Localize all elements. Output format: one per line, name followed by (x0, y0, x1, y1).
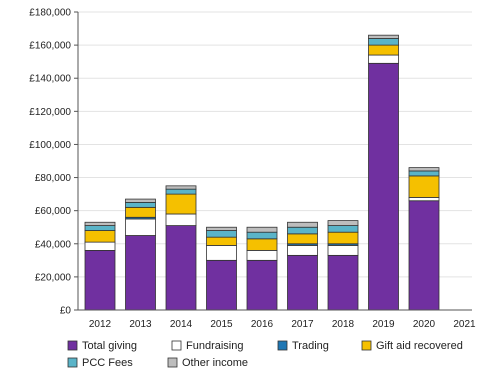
bar-segment (125, 218, 156, 236)
bar-segment (327, 245, 359, 256)
bar-segment (368, 62, 399, 311)
bars (84, 34, 440, 311)
bar-segment (246, 238, 278, 251)
bar-segment (246, 259, 278, 311)
legend-swatch (67, 357, 78, 368)
bar-segment (84, 221, 116, 226)
bar-segment (206, 226, 237, 231)
bar-segment (368, 38, 399, 46)
y-tick-label: £120,000 (29, 107, 71, 118)
legend-swatch (167, 357, 178, 368)
bar-segment (165, 188, 197, 195)
bar-segment (287, 233, 318, 245)
y-tick-label: £0 (60, 306, 72, 317)
legend-label: Fundraising (186, 340, 243, 352)
bar-segment (125, 206, 156, 218)
bar-segment (327, 231, 359, 245)
bar-segment (84, 241, 116, 251)
legend-label: Other income (182, 357, 248, 369)
bar-segment (327, 220, 359, 226)
x-tick-label: 2020 (413, 319, 436, 330)
bar-segment (408, 200, 440, 311)
legend-label: Total giving (82, 340, 137, 352)
bar-segment (246, 231, 278, 240)
bar-segment (165, 225, 197, 311)
x-tick-label: 2019 (372, 319, 395, 330)
bar-segment (206, 245, 237, 261)
legend-swatch (277, 340, 288, 351)
y-tick-label: £180,000 (29, 8, 71, 19)
x-tick-label: 2013 (129, 319, 152, 330)
y-axis: £0 £20,000 £40,000 £60,000 £80,000 £100,000 £1… (29, 8, 79, 317)
x-tick-label: 2016 (251, 319, 274, 330)
bar-segment (206, 236, 237, 246)
bar-segment (368, 44, 399, 56)
legend-label: PCC Fees (82, 357, 133, 369)
bar-segment (125, 198, 156, 203)
bar-segment (84, 230, 116, 243)
legend-swatch (67, 340, 78, 351)
legend-swatch (361, 340, 372, 351)
bar-segment (408, 197, 440, 202)
legend: Total giving Fundraising Trading Gift aid r… (67, 340, 463, 369)
bar-segment (84, 225, 116, 231)
bar-segment (165, 185, 197, 190)
bar-segment (408, 167, 440, 172)
y-tick-label: £80,000 (35, 173, 72, 184)
bar-segment (408, 170, 440, 177)
x-tick-label: 2018 (332, 319, 355, 330)
bar-segment (125, 235, 156, 311)
bar-segment (327, 254, 359, 311)
bar-segment (206, 259, 237, 311)
legend-label: Gift aid recovered (376, 340, 463, 352)
x-tick-label: 2015 (210, 319, 233, 330)
y-tick-label: £160,000 (29, 41, 71, 52)
bar-segment (246, 249, 278, 261)
bar-segment (165, 213, 197, 226)
x-axis: 2012 2013 2014 2015 2016 2017 2018 2019 2020 2021 (78, 309, 476, 330)
x-tick-label: 2017 (291, 319, 314, 330)
y-tick-label: £40,000 (35, 239, 72, 250)
x-tick-label: 2012 (89, 319, 112, 330)
x-tick-label: 2014 (170, 319, 193, 330)
bar-segment (246, 226, 278, 233)
y-tick-label: £140,000 (29, 74, 71, 85)
bar-segment (327, 225, 359, 233)
bar-segment (408, 175, 440, 198)
legend-swatch (171, 340, 182, 351)
bar-segment (287, 254, 318, 311)
x-tick-label: 2021 (453, 319, 476, 330)
bar-segment (287, 226, 318, 235)
bar-segment (287, 245, 318, 256)
bar-segment (84, 249, 116, 311)
legend-label: Trading (292, 340, 329, 352)
bar-segment (368, 54, 399, 64)
bar-segment (206, 230, 237, 238)
y-tick-label: £100,000 (29, 140, 71, 151)
bar-segment (287, 221, 318, 228)
y-tick-label: £20,000 (35, 272, 72, 283)
bar-segment (125, 201, 156, 208)
bar-segment (165, 193, 197, 215)
y-tick-label: £60,000 (35, 206, 72, 217)
bar-segment (368, 34, 399, 39)
